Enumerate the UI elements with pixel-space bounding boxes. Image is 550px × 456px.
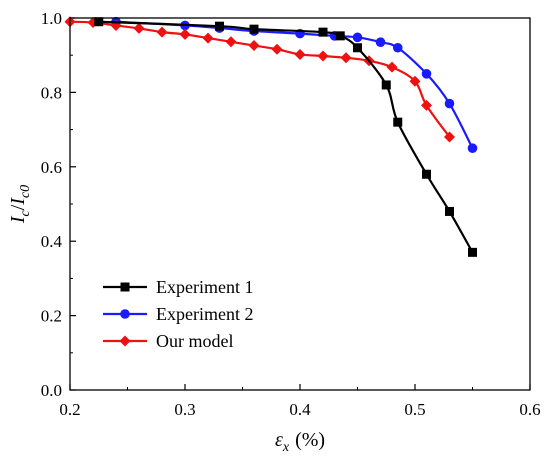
data-point: [94, 17, 104, 27]
axes-layer: 0.2 0.3 0.4 0.5 0.60.00.20.40.60.81.0: [41, 9, 541, 419]
data-point: [392, 42, 403, 53]
data-point: [179, 28, 191, 40]
x-tick-label: 0.5: [404, 400, 425, 419]
y-tick-label: 0.6: [41, 158, 62, 177]
data-point: [445, 206, 454, 216]
series-layer: [64, 16, 478, 257]
plot-frame: [69, 17, 531, 391]
x-tick-label: 0.3: [174, 400, 195, 419]
data-point: [421, 69, 432, 79]
legend-marker: [120, 282, 130, 292]
data-point: [353, 43, 362, 53]
y-axis-s2: c0: [18, 185, 33, 198]
data-point: [225, 36, 237, 48]
series-line: [98, 20, 474, 253]
y-axis-s1: c: [18, 210, 33, 217]
data-point: [202, 32, 214, 44]
y-axis-mid: /: [7, 204, 29, 210]
data-point: [317, 50, 329, 62]
y-axis-i1: I: [7, 215, 29, 224]
x-axis-label: εx (%): [275, 429, 325, 455]
data-point: [215, 21, 224, 31]
legend-label: Experiment 1: [156, 277, 253, 297]
data-point: [386, 61, 398, 73]
data-point: [248, 40, 260, 52]
y-tick-label: 0.0: [41, 381, 62, 400]
y-tick-label: 0.2: [41, 307, 62, 326]
data-point: [352, 32, 363, 43]
data-point: [375, 37, 386, 47]
series-line: [69, 20, 451, 138]
legend-label: Experiment 2: [156, 304, 253, 324]
data-point: [421, 99, 432, 111]
legend-marker: [119, 335, 131, 347]
series-experiment-2: [111, 16, 478, 153]
data-point: [340, 52, 352, 64]
legend-item: Experiment 2: [103, 304, 253, 324]
data-point: [335, 31, 345, 41]
x-tick-label: 0.2: [59, 400, 80, 419]
x-tick-label: 0.4: [289, 400, 311, 419]
data-point: [249, 24, 259, 34]
data-point: [393, 117, 403, 127]
legend-marker: [120, 309, 130, 319]
data-point: [294, 48, 306, 60]
data-point: [156, 26, 168, 38]
y-axis-label: Ic/Ic0: [7, 185, 33, 224]
y-axis-i2: I: [7, 197, 29, 206]
y-tick-label: 0.4: [41, 232, 63, 251]
data-point: [133, 22, 145, 34]
data-point: [271, 43, 283, 55]
legend-label: Our model: [156, 331, 233, 351]
data-point: [444, 98, 455, 109]
data-point: [409, 75, 421, 87]
x-axis-unit: (%): [295, 429, 325, 451]
x-axis-sub: x: [282, 440, 290, 455]
data-point: [444, 131, 455, 143]
data-point: [467, 143, 478, 153]
series-experiment-1: [94, 17, 477, 257]
y-tick-label: 0.8: [41, 83, 62, 102]
series-line: [115, 20, 474, 149]
data-point: [318, 27, 328, 37]
data-point: [422, 169, 431, 179]
legend-item: Experiment 1: [103, 277, 253, 297]
legend-item: Our model: [103, 331, 233, 351]
x-axis-var: ε: [275, 429, 283, 451]
data-point: [468, 247, 477, 257]
legend: Experiment 1 Experiment 2 Our model: [103, 277, 253, 351]
data-point: [381, 80, 391, 90]
y-tick-label: 1.0: [41, 9, 62, 28]
x-tick-label: 0.6: [519, 400, 540, 419]
